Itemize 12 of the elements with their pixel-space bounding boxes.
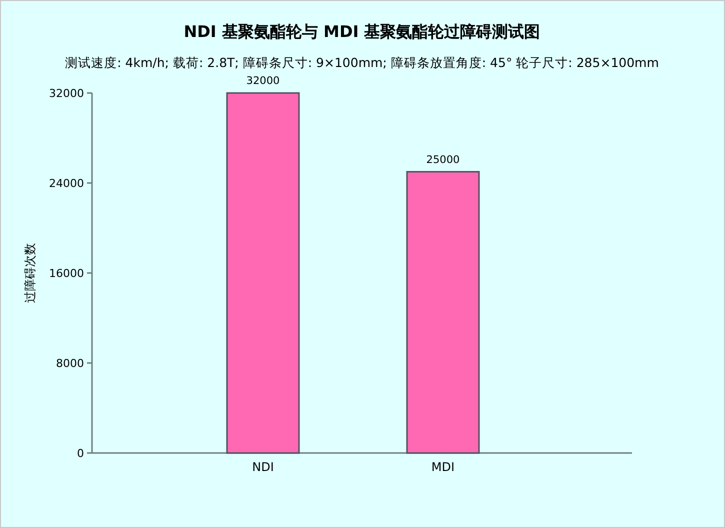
y-tick-label: 0 — [77, 447, 84, 460]
chart-title: NDI 基聚氨酯轮与 MDI 基聚氨酯轮过障碍测试图 — [184, 22, 540, 41]
chart-subtitle: 测试速度: 4km/h; 载荷: 2.8T; 障碍条尺寸: 9×100mm; 障碍条放置角度: 45° 轮子尺寸: 285×100mm — [65, 55, 659, 70]
y-axis-title: 过障碍次数 — [23, 243, 37, 303]
x-tick-label: NDI — [252, 460, 274, 474]
data-label: 25000 — [426, 154, 460, 166]
y-tick-label: 32000 — [49, 87, 84, 100]
y-tick-label: 24000 — [49, 177, 84, 190]
data-label: 32000 — [246, 75, 280, 87]
y-tick-label: 8000 — [56, 357, 84, 370]
x-tick-label: MDI — [431, 460, 455, 474]
y-tick-label: 16000 — [49, 267, 84, 280]
